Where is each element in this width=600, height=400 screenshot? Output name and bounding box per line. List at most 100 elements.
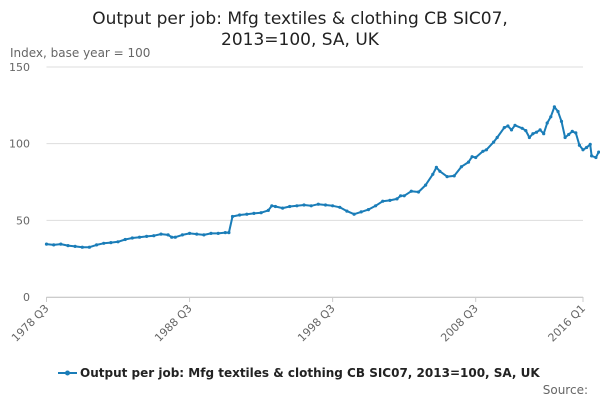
data-point[interactable] [273, 204, 277, 209]
data-point[interactable] [581, 148, 585, 152]
data-point[interactable] [73, 244, 77, 248]
data-point[interactable] [338, 205, 342, 209]
data-point[interactable] [173, 235, 177, 239]
data-point[interactable] [531, 132, 535, 136]
data-point[interactable] [238, 213, 242, 217]
data-point[interactable] [188, 231, 192, 235]
data-point[interactable] [466, 160, 471, 164]
data-point[interactable] [520, 126, 524, 130]
data-point[interactable] [223, 231, 227, 235]
data-point[interactable] [424, 183, 428, 187]
data-point[interactable] [434, 165, 438, 169]
data-point[interactable] [323, 203, 328, 207]
data-point[interactable] [509, 128, 514, 132]
data-point[interactable] [245, 212, 249, 216]
data-point[interactable] [556, 109, 560, 114]
data-point[interactable] [381, 199, 385, 203]
data-point[interactable] [366, 208, 370, 212]
data-point[interactable] [438, 169, 442, 173]
data-point[interactable] [402, 194, 406, 198]
data-point[interactable] [109, 241, 113, 245]
data-point[interactable] [545, 121, 549, 125]
source-label[interactable]: Source: [543, 383, 588, 397]
data-point[interactable] [331, 204, 335, 208]
data-point[interactable] [563, 135, 567, 140]
data-point[interactable] [230, 214, 235, 219]
data-point[interactable] [180, 233, 184, 237]
data-point[interactable] [316, 202, 320, 206]
data-point[interactable] [209, 231, 213, 235]
data-point[interactable] [202, 233, 206, 237]
data-point[interactable] [492, 140, 496, 144]
data-point[interactable] [374, 204, 378, 208]
data-point[interactable] [506, 124, 510, 128]
data-point[interactable] [524, 129, 528, 133]
data-point[interactable] [542, 132, 546, 136]
data-point[interactable] [431, 172, 435, 176]
data-point[interactable] [567, 132, 571, 137]
data-point[interactable] [594, 155, 598, 160]
data-point[interactable] [95, 243, 99, 247]
data-point[interactable] [345, 209, 349, 213]
data-point[interactable] [495, 135, 499, 140]
data-point[interactable] [538, 128, 542, 132]
data-point[interactable] [309, 204, 313, 208]
data-point[interactable] [570, 129, 574, 133]
legend[interactable]: Output per job: Mfg textiles & clothing … [58, 366, 540, 380]
data-point[interactable] [116, 240, 120, 244]
data-point[interactable] [195, 232, 199, 236]
data-point[interactable] [359, 210, 363, 214]
data-point[interactable] [481, 149, 485, 153]
data-point[interactable] [416, 190, 421, 194]
data-point[interactable] [559, 119, 564, 123]
data-point[interactable] [513, 123, 517, 127]
data-point[interactable] [130, 236, 134, 240]
data-point[interactable] [52, 243, 56, 247]
data-point[interactable] [527, 135, 532, 140]
data-point[interactable] [123, 237, 127, 242]
data-point[interactable] [252, 211, 256, 215]
data-point[interactable] [137, 235, 142, 239]
data-point[interactable] [145, 234, 149, 238]
data-point[interactable] [170, 235, 174, 239]
data-point[interactable] [470, 155, 474, 159]
data-point[interactable] [102, 241, 106, 245]
data-point[interactable] [459, 165, 463, 169]
data-point[interactable] [502, 126, 506, 130]
data-point[interactable] [388, 198, 392, 202]
data-point[interactable] [166, 233, 170, 237]
data-point[interactable] [409, 189, 413, 193]
data-point[interactable] [87, 245, 91, 249]
data-point[interactable] [534, 130, 539, 134]
data-point[interactable] [352, 212, 356, 216]
data-point[interactable] [597, 150, 600, 154]
data-point[interactable] [159, 232, 163, 236]
data-point[interactable] [552, 105, 557, 109]
data-point[interactable] [395, 197, 399, 201]
data-point[interactable] [259, 211, 263, 215]
data-point[interactable] [574, 131, 578, 135]
data-point[interactable] [152, 234, 156, 238]
data-point[interactable] [227, 231, 231, 235]
data-point[interactable] [270, 204, 274, 208]
data-point[interactable] [288, 204, 292, 209]
data-point[interactable] [549, 115, 553, 119]
data-point[interactable] [445, 175, 449, 179]
data-point[interactable] [585, 145, 589, 150]
data-point[interactable] [59, 242, 63, 246]
data-point[interactable] [302, 203, 306, 207]
data-point[interactable] [80, 245, 84, 249]
data-point[interactable] [484, 148, 488, 152]
data-point[interactable] [44, 242, 49, 246]
data-point[interactable] [281, 206, 285, 210]
data-point[interactable] [266, 208, 270, 212]
data-point[interactable] [588, 142, 592, 146]
data-point[interactable] [66, 244, 70, 248]
data-point[interactable] [474, 155, 478, 160]
data-point[interactable] [452, 174, 456, 178]
data-point[interactable] [577, 143, 582, 147]
data-point[interactable] [295, 204, 299, 208]
data-point[interactable] [216, 231, 220, 235]
data-point[interactable] [590, 154, 594, 158]
data-point[interactable] [399, 194, 403, 198]
